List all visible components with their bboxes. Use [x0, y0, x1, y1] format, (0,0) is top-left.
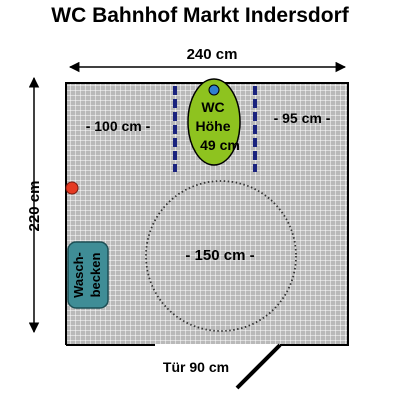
- door-leaf: [235, 343, 282, 390]
- toilet-label-line3: 49 cm: [200, 137, 240, 153]
- toilet-label-line2: Höhe: [196, 118, 231, 134]
- emergency-alarm-icon: [65, 181, 79, 195]
- room-walls: [65, 82, 349, 346]
- turning-circle: [145, 180, 297, 332]
- sink-label-line2: becken: [88, 253, 103, 298]
- sink: [67, 241, 109, 309]
- page-title: WC Bahnhof Markt Indersdorf: [51, 4, 349, 27]
- right-clearance-label: - 95 cm -: [274, 110, 331, 126]
- width-label: 240 cm: [187, 46, 238, 63]
- toilet-label-line1: WC: [201, 99, 224, 115]
- turning-circle-label: - 150 cm -: [185, 247, 254, 264]
- height-label: 220 cm: [26, 181, 43, 232]
- door-label: Tür 90 cm: [163, 359, 229, 375]
- left-clearance-label: - 100 cm -: [86, 118, 151, 134]
- flush-button: [208, 84, 220, 96]
- toilet-bowl: [187, 78, 241, 166]
- sink-label-line1: Wasch-: [71, 252, 86, 298]
